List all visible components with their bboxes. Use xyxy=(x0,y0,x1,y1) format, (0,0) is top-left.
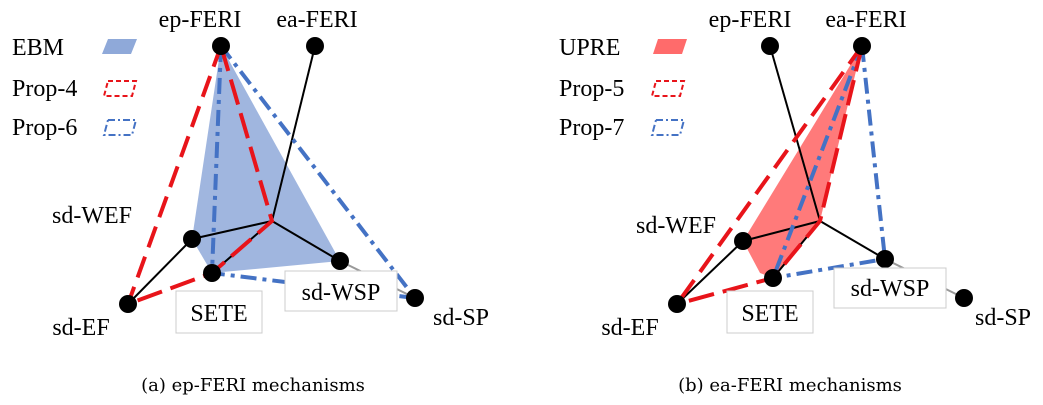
node-ea-feri xyxy=(853,37,871,55)
legend-a-item-2-label: Prop-4 xyxy=(12,76,77,102)
panel-b: ep-FERI ea-FERI sd-WEF sd-EF SETE sd-WSP… xyxy=(559,7,1031,396)
node-sd-wsp xyxy=(876,250,894,268)
sd-wsp-box-a xyxy=(284,270,398,312)
label-sd-ef: sd-EF xyxy=(601,315,658,341)
label-sd-sp: sd-SP xyxy=(433,305,489,331)
node-sd-ef xyxy=(668,295,686,313)
prop5-path xyxy=(675,44,864,306)
sd-wsp-box-b xyxy=(833,267,947,309)
label-sete: SETE xyxy=(190,301,247,327)
nodes-a xyxy=(119,37,424,313)
legend-a-item-2-swatch xyxy=(102,80,138,97)
label-sd-ef: sd-EF xyxy=(52,315,109,341)
legend-b-item-1-label: UPRE xyxy=(559,35,620,61)
legend-a-item-3-label: Prop-6 xyxy=(12,115,77,141)
label-sd-wef: sd-WEF xyxy=(52,203,132,229)
node-sd-wef xyxy=(734,232,752,250)
legend-b-item-3-swatch xyxy=(650,119,686,136)
label-sd-wef: sd-WEF xyxy=(636,213,716,239)
nodes-b xyxy=(668,37,973,313)
label-ep-feri: ep-FERI xyxy=(159,7,242,33)
node-sete xyxy=(203,264,221,282)
legend-a-item-3-swatch xyxy=(102,119,138,136)
label-ea-feri: ea-FERI xyxy=(276,7,357,33)
sete-box-a xyxy=(175,290,263,334)
legend-a-item-1-swatch xyxy=(102,39,137,54)
node-ea-feri xyxy=(306,37,324,55)
node-sd-wsp xyxy=(331,252,349,270)
label-ep-feri: ep-FERI xyxy=(709,7,792,33)
label-sete: SETE xyxy=(741,301,798,327)
node-sd-sp xyxy=(955,289,973,307)
label-sd-sp: sd-SP xyxy=(975,305,1031,331)
node-sd-wef xyxy=(183,230,201,248)
node-sd-ef xyxy=(119,295,137,313)
sete-box-b xyxy=(726,290,814,334)
label-ea-feri: ea-FERI xyxy=(825,7,906,33)
panel-a: ep-FERI ea-FERI sd-WEF sd-EF SETE sd-WSP… xyxy=(12,7,489,396)
legend-a: EBM Prop-4 Prop-6 xyxy=(12,35,138,141)
caption-b: (b) ea-FERI mechanisms xyxy=(678,375,902,396)
node-sete xyxy=(764,269,782,287)
legend-b-item-3-label: Prop-7 xyxy=(559,115,624,141)
legend-b-item-1-swatch xyxy=(653,39,687,54)
legend-b-item-2-label: Prop-5 xyxy=(559,76,624,102)
legend-a-item-1-label: EBM xyxy=(12,35,64,61)
label-sd-wsp: sd-WSP xyxy=(302,280,381,306)
ebm-region xyxy=(192,46,340,273)
legend-b: UPRE Prop-5 Prop-7 xyxy=(559,35,687,141)
caption-a: (a) ep-FERI mechanisms xyxy=(141,375,365,396)
node-ep-feri xyxy=(212,37,230,55)
prop4-path xyxy=(126,45,275,306)
label-sd-wsp: sd-WSP xyxy=(851,276,930,302)
node-ep-feri xyxy=(761,37,779,55)
legend-b-item-2-swatch xyxy=(650,80,686,97)
node-sd-sp xyxy=(406,289,424,307)
